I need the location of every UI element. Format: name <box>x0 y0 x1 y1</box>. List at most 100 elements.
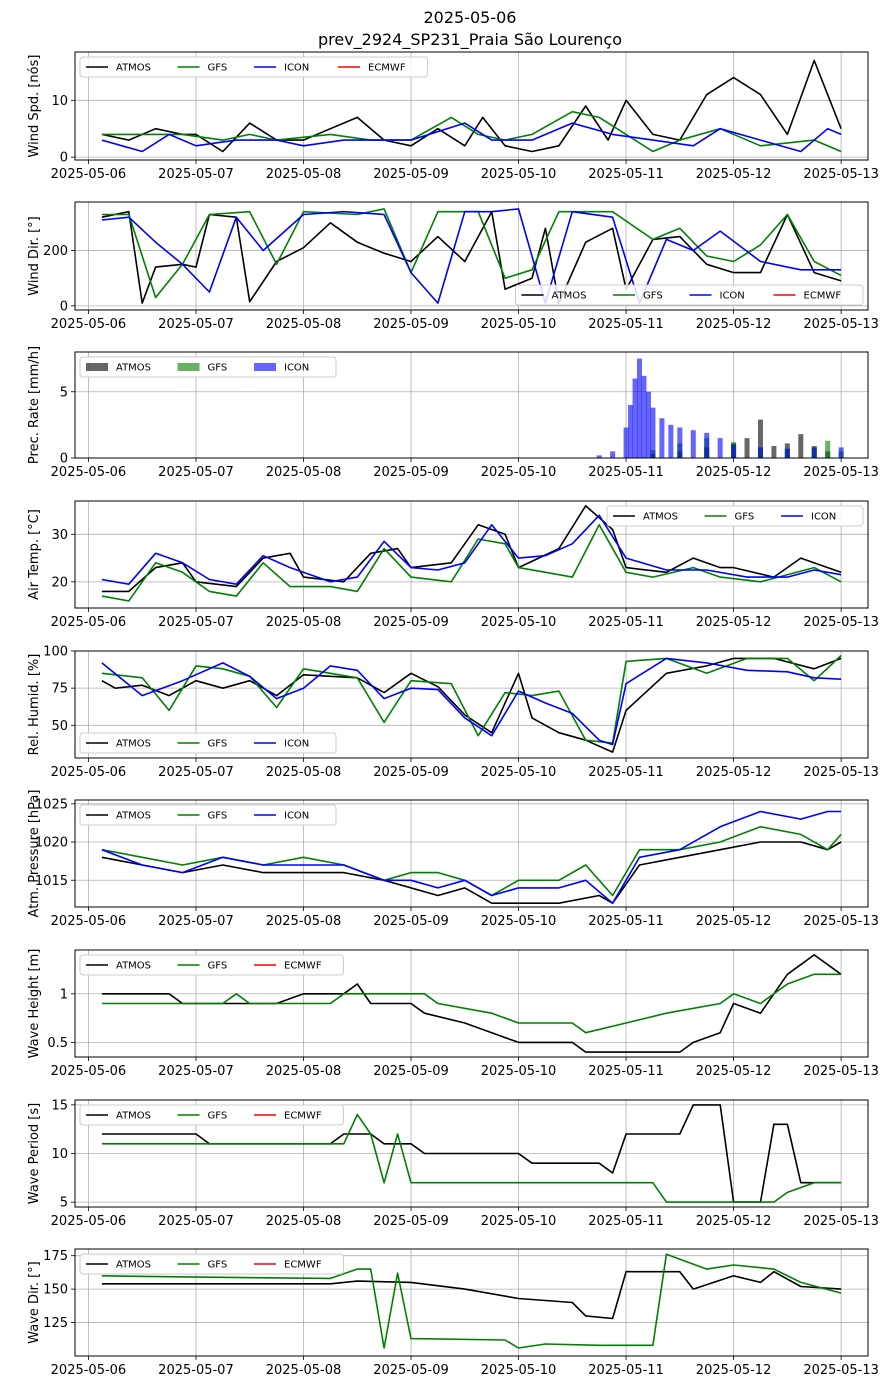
y-tick-label: 5 <box>60 1196 68 1211</box>
axes-frame <box>74 799 869 908</box>
x-tick-label: 2025-05-13 <box>803 765 879 780</box>
series-line-icon <box>101 657 842 746</box>
y-tick-label: 30 <box>51 528 68 543</box>
legend-box <box>79 732 337 754</box>
series-line-icon <box>101 208 842 304</box>
legend-box <box>79 954 344 976</box>
x-tick-label: 2025-05-13 <box>803 615 879 630</box>
plot-area <box>101 1253 842 1349</box>
precip-bar-icon <box>784 448 790 458</box>
x-tick-label: 2025-05-11 <box>588 615 664 630</box>
precip-bar-icon <box>757 447 763 458</box>
precip-bar-atmos <box>757 419 763 458</box>
series-line-atmos <box>101 657 842 753</box>
precip-bar-icon <box>632 378 638 458</box>
x-tick-label: 2025-05-12 <box>696 465 772 480</box>
plot-area <box>101 208 842 304</box>
x-tick-label: 2025-05-09 <box>373 317 449 332</box>
legend-label-icon: ICON <box>720 291 745 302</box>
x-tick-label: 2025-05-13 <box>803 914 879 929</box>
legend-label-atmos: ATMOS <box>116 811 151 822</box>
precip-bar-atmos <box>771 446 777 458</box>
legend-label-icon: ICON <box>284 739 309 750</box>
legend-box <box>606 505 864 527</box>
series-line-gfs <box>101 1253 842 1349</box>
legend: ATMOS GFS ECMWF <box>79 1253 344 1275</box>
plot-area <box>101 505 842 602</box>
y-tick-label: 75 <box>51 682 68 697</box>
figure-title-station: prev_2924_SP231_Praia São Lourenço <box>318 30 622 50</box>
x-tick-label: 2025-05-08 <box>266 1064 342 1079</box>
precip-bar-icon <box>668 424 674 458</box>
axes-frame <box>74 1248 869 1357</box>
legend-box <box>515 284 864 306</box>
plot-area <box>596 358 844 458</box>
y-tick-label: 0 <box>60 452 68 467</box>
x-tick-label: 2025-05-06 <box>51 615 127 630</box>
figure-title-date: 2025-05-06 <box>424 8 517 27</box>
plot-area <box>101 954 842 1053</box>
y-tick-label: 1025 <box>35 797 68 812</box>
panel-4: 2025-05-06 2025-05-07 2025-05-08 2025-05-09… <box>27 500 879 630</box>
axes-frame <box>74 201 869 311</box>
legend: ATMOS GFS ICON <box>79 804 337 826</box>
x-tick-label: 2025-05-10 <box>481 317 557 332</box>
y-tick-label: 15 <box>51 1098 68 1113</box>
precip-bar-icon <box>704 432 710 458</box>
x-tick-label: 2025-05-11 <box>588 765 664 780</box>
x-tick-label: 2025-05-11 <box>588 1214 664 1229</box>
x-tick-label: 2025-05-12 <box>696 914 772 929</box>
x-tick-label: 2025-05-12 <box>696 167 772 182</box>
y-tick-label: 1 <box>60 987 68 1002</box>
series-line-gfs <box>101 110 842 153</box>
x-tick-label: 2025-05-12 <box>696 317 772 332</box>
x-tick-label: 2025-05-12 <box>696 1363 772 1378</box>
legend-label-gfs: GFS <box>208 63 228 74</box>
series-line-icon <box>101 810 842 904</box>
x-tick-label: 2025-05-06 <box>51 1064 127 1079</box>
precip-bar-icon <box>637 358 643 458</box>
x-tick-label: 2025-05-10 <box>481 1363 557 1378</box>
panels: 2025-05-06 2025-05-07 2025-05-08 2025-05-09… <box>27 51 879 1378</box>
y-tick-label: 50 <box>51 719 68 734</box>
x-tick-label: 2025-05-09 <box>373 1214 449 1229</box>
precip-bar-icon <box>659 418 665 458</box>
y-tick-label: 5 <box>60 385 68 400</box>
x-tick-label: 2025-05-09 <box>373 1363 449 1378</box>
y-tick-label: 10 <box>51 1147 68 1162</box>
legend-label-atmos: ATMOS <box>643 512 678 523</box>
x-tick-label: 2025-05-09 <box>373 765 449 780</box>
x-tick-label: 2025-05-10 <box>481 167 557 182</box>
x-tick-label: 2025-05-11 <box>588 1363 664 1378</box>
x-tick-label: 2025-05-07 <box>158 317 234 332</box>
y-axis-label: Prec. Rate [mm/h] <box>27 346 42 464</box>
legend-label-icon: ICON <box>284 363 309 374</box>
precip-bar-atmos <box>744 438 750 458</box>
x-tick-label: 2025-05-13 <box>803 1363 879 1378</box>
precip-bar-icon <box>650 407 656 458</box>
x-tick-label: 2025-05-13 <box>803 167 879 182</box>
x-tick-label: 2025-05-13 <box>803 465 879 480</box>
legend-label-icon: ICON <box>284 811 309 822</box>
panel-1: 2025-05-06 2025-05-07 2025-05-08 2025-05-09… <box>27 51 879 182</box>
precip-bar-icon <box>838 447 844 458</box>
x-tick-label: 2025-05-07 <box>158 1214 234 1229</box>
series-line-atmos <box>101 954 842 1053</box>
series-line-gfs <box>101 524 842 602</box>
legend-label-gfs: GFS <box>208 1111 228 1122</box>
y-tick-label: 100 <box>43 645 68 660</box>
x-tick-label: 2025-05-10 <box>481 765 557 780</box>
x-tick-label: 2025-05-08 <box>266 615 342 630</box>
y-axis-label: Wind Dir. [°] <box>27 216 42 296</box>
legend-label-icon: ICON <box>284 63 309 74</box>
y-tick-label: 1020 <box>35 836 68 851</box>
x-tick-label: 2025-05-08 <box>266 1363 342 1378</box>
x-tick-label: 2025-05-09 <box>373 914 449 929</box>
y-axis-label: Air Temp. [°C] <box>27 509 42 600</box>
precip-bar-icon <box>645 391 651 458</box>
y-axis-label: Wave Dir. [°] <box>27 1261 42 1344</box>
legend-swatch-atmos <box>86 363 108 371</box>
precip-bar-icon <box>690 430 696 458</box>
x-tick-label: 2025-05-06 <box>51 465 127 480</box>
panel-3: 2025-05-06 2025-05-07 2025-05-08 2025-05-09… <box>27 346 879 480</box>
